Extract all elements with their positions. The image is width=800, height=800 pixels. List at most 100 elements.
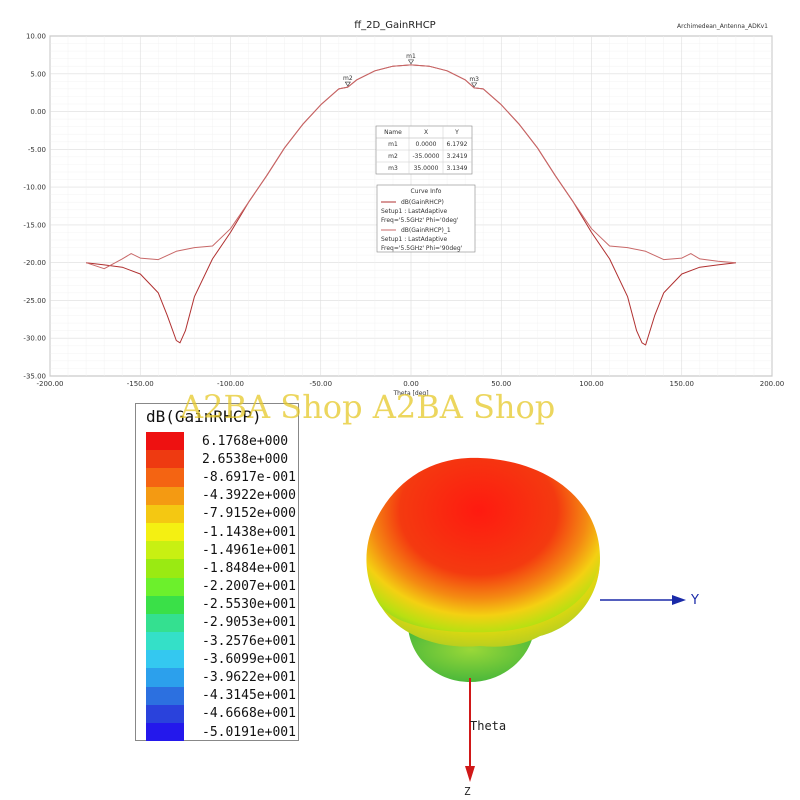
legend-entry-phi90-name: dB(GainRHCP)_1 <box>401 227 451 234</box>
color-scale-swatch <box>146 522 184 542</box>
x-tick-label: -150.00 <box>127 380 154 388</box>
marker-table: Name X Y m1 0.0000 6.1792 m2 -35.0000 3.… <box>375 125 473 175</box>
color-scale-row: -4.6668e+001 <box>146 704 296 723</box>
legend-entry-phi0-name: dB(GainRHCP) <box>401 199 444 206</box>
x-axis-label: Theta [deg] <box>392 390 428 397</box>
series-lines <box>85 64 736 346</box>
back-lobe <box>408 628 534 682</box>
color-scale-row: -7.9152e+000 <box>146 504 296 523</box>
color-scale-swatch <box>146 723 184 742</box>
color-scale-value: -3.2576e+001 <box>202 633 296 649</box>
color-scale-row: -8.6917e-001 <box>146 468 296 487</box>
x-tick-label: -100.00 <box>217 380 244 388</box>
marker-table-m3-x: 35.0000 <box>414 165 439 172</box>
color-scale-swatch <box>146 450 184 469</box>
y-tick-label: 0.00 <box>30 108 46 116</box>
marker-m1-label: m1 <box>406 53 416 60</box>
gain-2d-plot: ff_2D_GainRHCP Archimedean_Antenna_ADKv1… <box>23 20 785 397</box>
x-tick-label: 50.00 <box>491 380 511 388</box>
curve-info-legend: Curve Info dB(GainRHCP) Setup1 : LastAda… <box>376 184 476 253</box>
theta-axis-label: Theta <box>470 719 506 733</box>
color-scale-row: -3.6099e+001 <box>146 650 296 669</box>
color-scale-swatch <box>146 504 184 523</box>
x-tick-label: 100.00 <box>579 380 604 388</box>
color-scale-value: 6.1768e+000 <box>202 433 289 449</box>
color-scale-swatch <box>146 432 184 451</box>
y-tick-label: -15.00 <box>23 221 46 229</box>
y-axis-label: Y <box>690 593 699 608</box>
legend-entry-phi0-params: Freq='5.5GHz' Phi='0deg' <box>381 217 459 224</box>
marker-table-m2-y: 3.2419 <box>447 153 468 160</box>
color-scale-value: -3.9622e+001 <box>202 670 296 686</box>
marker-m1-symbol <box>407 59 415 65</box>
color-scale-title: dB(GainRHCP) <box>146 407 262 426</box>
marker-m2-label: m2 <box>343 75 353 82</box>
watermark-text: A2BA Shop A2BA Shop <box>180 388 556 426</box>
marker-table-m1-x: 0.0000 <box>416 141 437 148</box>
color-scale-row: -5.0191e+001 <box>146 723 296 742</box>
main-lobe <box>366 457 600 647</box>
color-scale-row: -2.2007e+001 <box>146 577 296 596</box>
legend-entry-phi0-setup: Setup1 : LastAdaptive <box>381 208 447 215</box>
color-scale-swatch <box>146 468 184 487</box>
y-tick-label: -5.00 <box>28 146 46 154</box>
color-scale-swatch <box>146 486 184 505</box>
marker-table-m2-name: m2 <box>388 153 398 160</box>
legend-entry-phi90-params: Freq='5.5GHz' Phi='90deg' <box>381 245 463 252</box>
color-scale-row: -3.2576e+001 <box>146 632 296 651</box>
marker-table-header-name: Name <box>384 129 402 136</box>
y-tick-label: -35.00 <box>23 373 46 381</box>
color-scale-rows: 6.1768e+000 2.6538e+000 -8.6917e-001 -4.392… <box>146 432 296 742</box>
color-scale-row: 6.1768e+000 <box>146 432 296 451</box>
marker-table-header-y: Y <box>454 129 459 136</box>
marker-m3-symbol <box>471 82 478 88</box>
x-tick-label: 0.00 <box>403 380 419 388</box>
color-scale-row: -1.4961e+001 <box>146 541 296 560</box>
z-axis-label: Z <box>464 785 471 798</box>
color-scale-swatch <box>146 595 184 614</box>
marker-table-m1-y: 6.1792 <box>447 141 468 148</box>
radiation-pattern-3d: Y Theta Z <box>366 457 699 798</box>
y-tick-label: -10.00 <box>23 184 46 192</box>
markers: m1 m2 m3 <box>343 53 479 88</box>
color-scale-swatch <box>146 577 184 596</box>
color-scale-row: -4.3922e+000 <box>146 486 296 505</box>
y-tick-labels: 10.00 5.00 0.00 -5.00 -10.00 -15.00 -20.00 -25.… <box>23 33 46 381</box>
color-scale-value: -7.9152e+000 <box>202 506 296 522</box>
color-scale-swatch <box>146 686 184 705</box>
color-scale-swatch <box>146 650 184 669</box>
color-scale-value: 2.6538e+000 <box>202 451 289 467</box>
x-tick-label: -50.00 <box>309 380 332 388</box>
color-scale-value: -4.3145e+001 <box>202 688 296 704</box>
color-scale-row: -2.5530e+001 <box>146 595 296 614</box>
marker-m2-symbol <box>344 81 351 87</box>
marker-table-m3-y: 3.1349 <box>447 165 468 172</box>
color-scale-row: -3.9622e+001 <box>146 668 296 687</box>
color-scale-value: -1.8484e+001 <box>202 560 296 576</box>
x-tick-label: 150.00 <box>670 380 695 388</box>
color-scale-value: -4.6668e+001 <box>202 706 296 722</box>
color-scale-row: -1.1438e+001 <box>146 522 296 542</box>
color-scale-value: -1.4961e+001 <box>202 542 296 558</box>
x-tick-label: 200.00 <box>760 380 785 388</box>
chart-title: ff_2D_GainRHCP <box>354 20 435 31</box>
y-tick-label: -25.00 <box>23 297 46 305</box>
color-scale-row: 2.6538e+000 <box>146 450 296 469</box>
color-scale-swatch <box>146 559 184 578</box>
x-tick-label: -200.00 <box>36 380 63 388</box>
y-axis-arrowhead <box>672 595 686 605</box>
color-scale-swatch <box>146 541 184 560</box>
y-tick-label: -30.00 <box>23 335 46 343</box>
color-scale-swatch <box>146 632 184 651</box>
series-line-1 <box>85 64 736 270</box>
color-scale-swatch <box>146 613 184 633</box>
curve-info-title: Curve Info <box>411 188 442 195</box>
theta-axis-arrowhead <box>465 766 475 782</box>
color-scale-value: -2.9053e+001 <box>202 615 296 631</box>
color-scale-swatch <box>146 704 184 723</box>
marker-table-m3-name: m3 <box>388 165 398 172</box>
color-scale-row: -2.9053e+001 <box>146 613 296 633</box>
marker-m3-label: m3 <box>469 76 479 83</box>
lobe-shading <box>382 558 600 647</box>
color-scale-value: -5.0191e+001 <box>202 724 296 740</box>
